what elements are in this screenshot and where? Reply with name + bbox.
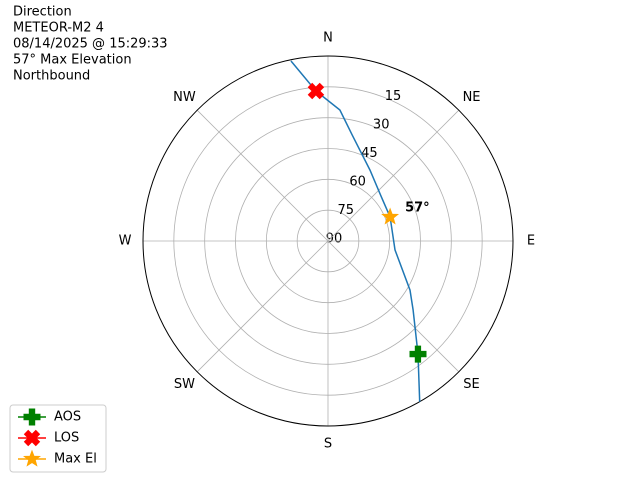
title-line: 57° Max Elevation <box>13 53 132 68</box>
theta-tick-label: SW <box>174 377 195 392</box>
legend-marker <box>23 408 41 426</box>
theta-tick-label: S <box>324 437 332 452</box>
grid-line <box>196 109 329 242</box>
marker-x <box>307 82 325 100</box>
r-tick-label: 75 <box>338 203 355 218</box>
r-tick-label: 45 <box>361 146 378 161</box>
title-line: METEOR-M2 4 <box>13 21 104 36</box>
r-tick-label: 15 <box>385 89 402 104</box>
grid-line <box>327 109 460 242</box>
marker-plus <box>409 345 427 363</box>
legend-marker <box>23 449 41 467</box>
theta-tick-label: E <box>527 234 535 249</box>
title-line: Northbound <box>13 69 90 84</box>
theta-tick-label: SE <box>463 377 479 392</box>
legend-marker <box>23 429 41 447</box>
theta-tick-label: NW <box>173 90 196 105</box>
marker-star <box>381 207 400 225</box>
annotation: 57° <box>405 200 430 215</box>
legend: AOS LOS Max El <box>9 404 107 473</box>
theta-tick-label: N <box>323 31 333 46</box>
grid-line <box>327 240 460 373</box>
r-tick-label: 60 <box>349 175 366 190</box>
track-line <box>290 60 421 402</box>
polar-frame <box>142 55 514 427</box>
r-tick-label: 30 <box>373 118 390 133</box>
title-line: Direction <box>13 5 72 20</box>
grid-line <box>196 240 329 373</box>
legend-label: LOS <box>54 431 79 446</box>
title-line: 08/14/2025 @ 15:29:33 <box>13 37 168 52</box>
legend-label: Max El <box>54 452 97 467</box>
theta-tick-label: NE <box>463 90 481 105</box>
theta-tick-label: W <box>119 234 132 249</box>
legend-label: AOS <box>54 410 81 425</box>
